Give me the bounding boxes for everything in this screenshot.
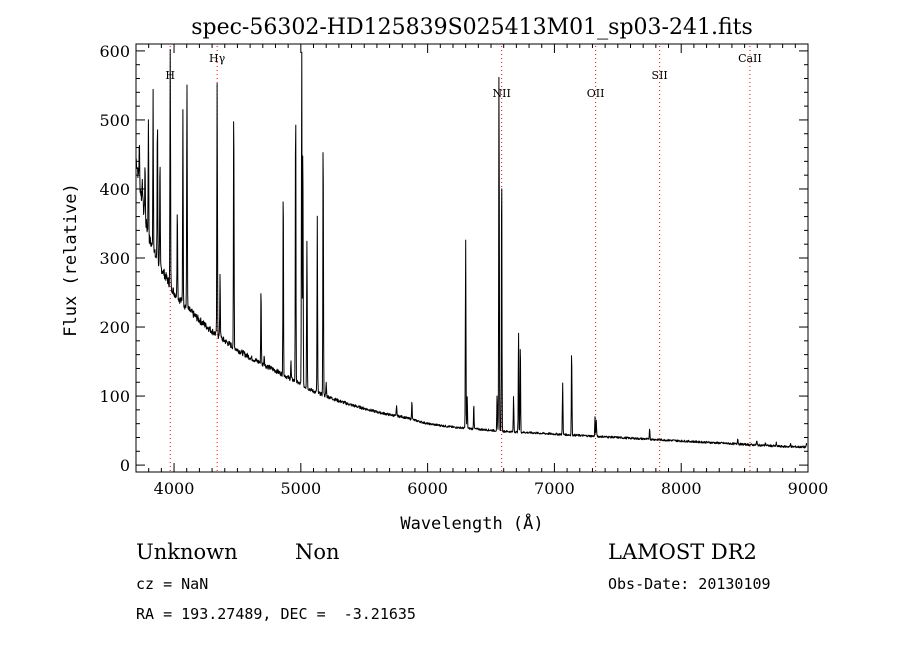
x-tick-label-5: 9000 [788,479,829,498]
y-tick-label-3: 300 [99,249,130,268]
plot-frame [135,43,809,473]
axis-ticks: 4000 5000 6000 7000 8000 9000 0 100 200 300 400 500… [99,42,828,498]
survey-text: LAMOST DR2 [608,540,757,564]
reference-label-3: OII [587,87,605,100]
chart-title: spec-56302-HD125839S025413M01_sp03-241.f… [191,15,753,40]
y-tick-label-5: 500 [99,111,130,130]
reference-label-4: SII [652,69,668,82]
reference-label-5: CaII [738,52,762,65]
subclass-text: Non [295,540,340,564]
y-axis-label: Flux (relative) [61,183,81,337]
spectrum-line [135,49,808,449]
reference-label-2: NII [493,87,511,100]
x-tick-label-2: 6000 [407,479,448,498]
cz-text: cz = NaN [136,575,209,593]
x-axis-label: Wavelength (Å) [400,512,543,534]
y-tick-label-2: 200 [99,318,130,337]
class-text: Unknown [136,540,238,564]
y-tick-label-0: 0 [120,456,130,475]
reference-label-1: Hγ [209,52,226,65]
x-tick-label-0: 4000 [154,479,195,498]
y-tick-label-1: 100 [99,387,130,406]
y-tick-label-6: 600 [99,42,130,61]
x-tick-label-1: 5000 [280,479,321,498]
x-tick-label-3: 7000 [534,479,575,498]
coords-text: RA = 193.27489, DEC = -3.21635 [136,605,416,623]
x-tick-label-4: 8000 [661,479,702,498]
y-tick-label-4: 400 [99,180,130,199]
obs-date-text: Obs-Date: 20130109 [608,575,771,593]
